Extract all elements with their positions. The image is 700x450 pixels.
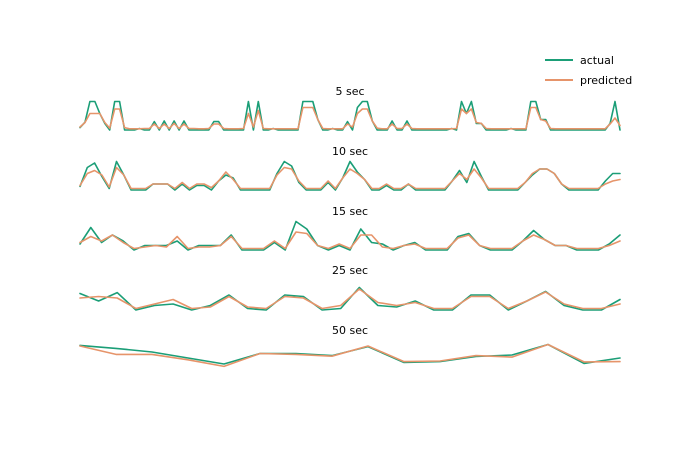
panels: 5 sec 10 sec 15 sec 25 sec 50 sec — [79, 85, 621, 368]
panel-15-sec: 15 sec — [79, 205, 621, 251]
legend-actual-label: actual — [580, 54, 614, 67]
series-line-predicted — [79, 288, 621, 310]
legend-predicted-label: predicted — [580, 74, 632, 87]
series-line-predicted — [79, 166, 621, 190]
panel-title: 5 sec — [335, 85, 364, 98]
panel-title: 25 sec — [332, 264, 368, 277]
series-line-predicted — [79, 231, 621, 250]
panel-10-sec: 10 sec — [79, 145, 621, 191]
series-line-predicted — [79, 343, 621, 368]
legend: actual predicted — [545, 54, 632, 87]
panel-title: 10 sec — [332, 145, 368, 158]
series-line-predicted — [79, 106, 621, 130]
panel-25-sec: 25 sec — [79, 264, 621, 311]
panel-title: 50 sec — [332, 324, 368, 337]
panel-5-sec: 5 sec — [79, 85, 621, 131]
panel-50-sec: 50 sec — [79, 324, 621, 368]
panel-title: 15 sec — [332, 205, 368, 218]
